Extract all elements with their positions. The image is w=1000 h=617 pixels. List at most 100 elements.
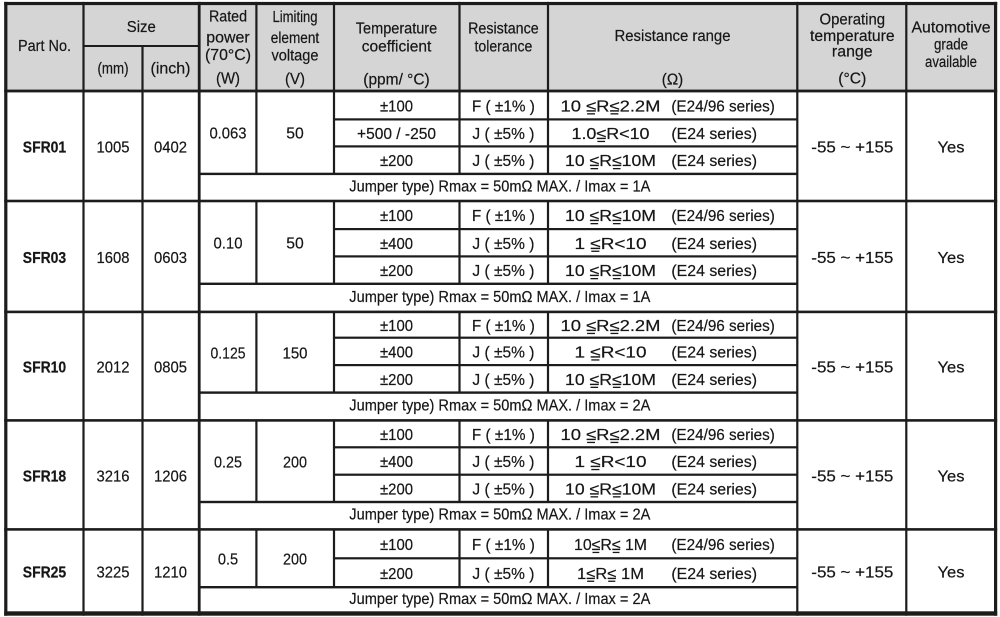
svg-text:temperature: temperature xyxy=(810,28,895,45)
svg-text:Operating: Operating xyxy=(820,11,886,28)
svg-text:Jumper type) Rmax = 50mΩ MAX.: Jumper type) Rmax = 50mΩ MAX. / Imax = 2… xyxy=(349,507,651,524)
svg-text:(E24/96 series): (E24/96 series) xyxy=(671,318,775,335)
svg-text:tolerance: tolerance xyxy=(475,39,533,56)
svg-text:(E24 series): (E24 series) xyxy=(671,236,757,253)
svg-text:Jumper type) Rmax = 50mΩ MAX.: Jumper type) Rmax = 50mΩ MAX. / Imax = 1… xyxy=(349,289,651,306)
svg-text:Resistance: Resistance xyxy=(468,20,539,37)
svg-text:(E24 series): (E24 series) xyxy=(671,372,757,389)
svg-text:±400: ±400 xyxy=(380,344,413,361)
svg-text:-55 ~ +155: -55 ~ +155 xyxy=(811,360,893,377)
svg-text:-55 ~ +155: -55 ~ +155 xyxy=(811,250,893,267)
svg-text:10 ≤R≤10M: 10 ≤R≤10M xyxy=(565,372,656,389)
svg-text:(ppm/ °C): (ppm/ °C) xyxy=(363,72,429,89)
svg-text:-55 ~ +155: -55 ~ +155 xyxy=(811,468,893,485)
svg-text:(E24/96 series): (E24/96 series) xyxy=(671,537,775,554)
svg-text:50: 50 xyxy=(286,236,304,253)
svg-text:(Ω): (Ω) xyxy=(662,72,683,89)
svg-text:(70°C): (70°C) xyxy=(205,47,251,64)
svg-text:±200: ±200 xyxy=(380,481,413,498)
svg-text:±100: ±100 xyxy=(380,208,413,225)
svg-text:±200: ±200 xyxy=(380,372,413,389)
svg-text:2012: 2012 xyxy=(97,360,130,377)
svg-text:F ( ±1% ): F ( ±1% ) xyxy=(472,537,535,554)
svg-text:SFR18: SFR18 xyxy=(23,468,67,485)
svg-text:0.5: 0.5 xyxy=(218,551,238,568)
svg-text:range: range xyxy=(832,44,873,61)
svg-text:50: 50 xyxy=(286,126,304,143)
svg-text:F ( ±1% ): F ( ±1% ) xyxy=(472,98,535,115)
svg-text:1≤R≤ 1M: 1≤R≤ 1M xyxy=(577,566,644,583)
svg-text:3225: 3225 xyxy=(97,564,130,581)
svg-text:voltage: voltage xyxy=(272,48,319,65)
svg-text:(E24 series): (E24 series) xyxy=(671,344,757,361)
svg-text:(E24 series): (E24 series) xyxy=(671,126,757,143)
svg-text:10 ≤R≤10M: 10 ≤R≤10M xyxy=(565,263,656,280)
svg-text:-55 ~ +155: -55 ~ +155 xyxy=(811,140,893,157)
svg-text:J ( ±5% ): J ( ±5% ) xyxy=(472,126,534,143)
svg-text:10 ≤R≤10M: 10 ≤R≤10M xyxy=(565,481,656,498)
svg-text:1608: 1608 xyxy=(97,250,130,267)
svg-text:(E24 series): (E24 series) xyxy=(671,566,757,583)
svg-text:Rated: Rated xyxy=(209,9,247,26)
svg-text:Part No.: Part No. xyxy=(18,38,71,55)
svg-text:±100: ±100 xyxy=(380,318,413,335)
svg-text:J ( ±5% ): J ( ±5% ) xyxy=(472,566,534,583)
svg-text:Yes: Yes xyxy=(938,140,965,157)
svg-text:1 ≤R<10: 1 ≤R<10 xyxy=(575,454,647,471)
svg-text:150: 150 xyxy=(283,345,308,362)
svg-text:±200: ±200 xyxy=(380,566,413,583)
svg-text:Automotive: Automotive xyxy=(912,20,991,37)
svg-text:10 ≤R≤10M: 10 ≤R≤10M xyxy=(565,153,656,170)
svg-text:1210: 1210 xyxy=(154,564,187,581)
svg-text:(E24/96 series): (E24/96 series) xyxy=(671,427,775,444)
svg-text:±400: ±400 xyxy=(380,236,413,253)
svg-text:Jumper type) Rmax = 50mΩ MAX.: Jumper type) Rmax = 50mΩ MAX. / Imax = 2… xyxy=(349,397,651,414)
svg-text:10≤R≤ 1M: 10≤R≤ 1M xyxy=(574,537,647,554)
svg-text:(E24/96 series): (E24/96 series) xyxy=(671,208,775,225)
svg-text:±100: ±100 xyxy=(380,427,413,444)
svg-text:F ( ±1% ): F ( ±1% ) xyxy=(472,318,535,335)
svg-text:10 ≤R≤10M: 10 ≤R≤10M xyxy=(565,208,656,225)
svg-text:0.25: 0.25 xyxy=(214,454,242,471)
svg-text:grade: grade xyxy=(934,36,968,53)
svg-text:(E24 series): (E24 series) xyxy=(671,263,757,280)
svg-text:10 ≤R≤2.2M: 10 ≤R≤2.2M xyxy=(561,98,661,115)
svg-text:J ( ±5% ): J ( ±5% ) xyxy=(472,236,534,253)
svg-text:(inch): (inch) xyxy=(151,60,191,77)
svg-text:F ( ±1% ): F ( ±1% ) xyxy=(472,427,535,444)
svg-text:10 ≤R≤2.2M: 10 ≤R≤2.2M xyxy=(561,318,661,335)
svg-text:element: element xyxy=(271,30,320,47)
svg-text:Resistance range: Resistance range xyxy=(615,28,731,45)
svg-text:±400: ±400 xyxy=(380,454,413,471)
svg-text:Temperature: Temperature xyxy=(356,20,437,37)
svg-text:J ( ±5% ): J ( ±5% ) xyxy=(472,481,534,498)
svg-text:Size: Size xyxy=(127,19,156,36)
svg-text:coefficient: coefficient xyxy=(362,39,432,56)
svg-text:J ( ±5% ): J ( ±5% ) xyxy=(472,372,534,389)
svg-text:200: 200 xyxy=(283,551,307,568)
svg-text:0.063: 0.063 xyxy=(209,126,246,143)
svg-text:±200: ±200 xyxy=(380,153,413,170)
svg-text:1.0≤R<10: 1.0≤R<10 xyxy=(572,126,650,143)
svg-text:+500 / -250: +500 / -250 xyxy=(357,126,436,143)
svg-text:Yes: Yes xyxy=(938,564,965,581)
svg-text:(mm): (mm) xyxy=(98,60,129,77)
svg-text:available: available xyxy=(925,54,977,71)
svg-text:±200: ±200 xyxy=(380,263,413,280)
svg-text:200: 200 xyxy=(283,454,307,471)
svg-text:J ( ±5% ): J ( ±5% ) xyxy=(472,344,534,361)
svg-text:(E24 series): (E24 series) xyxy=(671,153,757,170)
svg-text:3216: 3216 xyxy=(97,468,130,485)
svg-text:Yes: Yes xyxy=(938,468,965,485)
svg-text:J ( ±5% ): J ( ±5% ) xyxy=(472,263,534,280)
svg-text:Jumper type) Rmax = 50mΩ MAX.: Jumper type) Rmax = 50mΩ MAX. / Imax = 2… xyxy=(349,591,651,608)
svg-text:SFR25: SFR25 xyxy=(23,564,67,581)
svg-text:power: power xyxy=(206,30,250,47)
svg-text:SFR10: SFR10 xyxy=(23,360,66,377)
svg-text:F ( ±1% ): F ( ±1% ) xyxy=(472,208,535,225)
svg-text:(E24 series): (E24 series) xyxy=(671,454,757,471)
svg-text:±100: ±100 xyxy=(380,98,413,115)
svg-text:(°C): (°C) xyxy=(838,71,866,88)
svg-text:±100: ±100 xyxy=(380,537,413,554)
svg-text:-55 ~ +155: -55 ~ +155 xyxy=(811,564,893,581)
